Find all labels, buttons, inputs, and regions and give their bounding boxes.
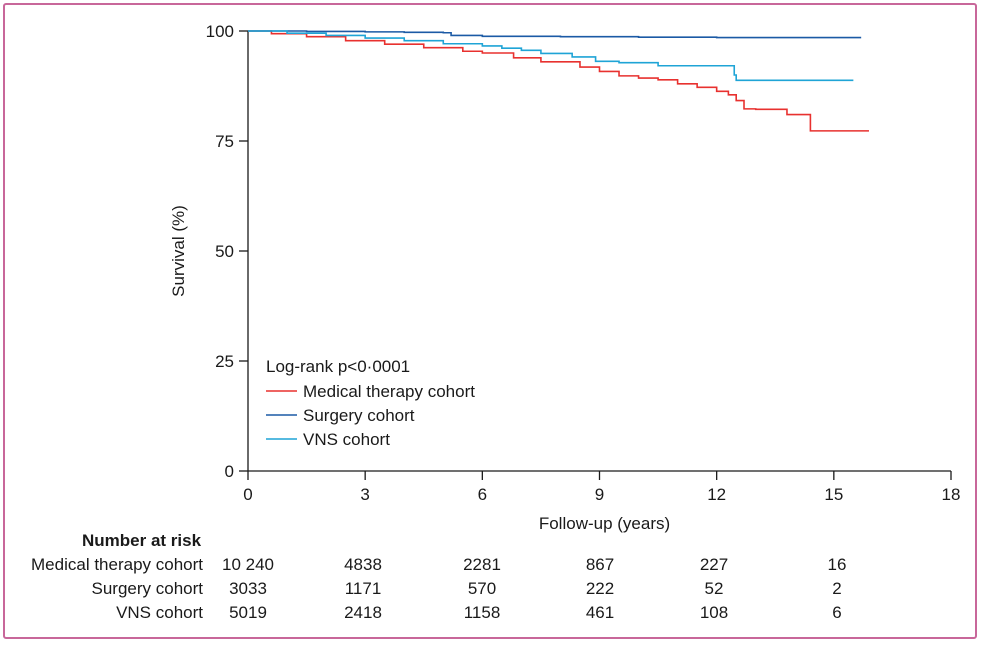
x-tick-label: 6 [478,485,487,504]
risk-value: 227 [700,555,728,574]
legend-label-2: Surgery cohort [303,406,415,425]
risk-value: 570 [468,579,496,598]
risk-table: Number at risk Medical therapy cohort 10 2… [31,531,846,622]
risk-row-label: Surgery cohort [92,579,204,598]
x-tick-label: 9 [595,485,604,504]
y-tick-label: 0 [225,462,234,481]
y-tick-label: 50 [215,242,234,261]
series-line-1 [248,30,869,132]
risk-value: 3033 [229,579,267,598]
risk-value: 1171 [345,579,382,598]
risk-value: 10 240 [222,555,274,574]
y-tick-label: 25 [215,352,234,371]
x-axis-title: Follow-up (years) [539,514,670,533]
risk-value: 52 [705,579,724,598]
x-tick-label: 18 [942,485,961,504]
figure-frame [3,3,977,639]
y-tick-label: 75 [215,132,234,151]
risk-value: 2281 [463,555,501,574]
risk-value: 4838 [344,555,382,574]
y-axis-title: Survival (%) [169,205,188,297]
risk-row-label: Medical therapy cohort [31,555,203,574]
x-tick-label: 12 [707,485,726,504]
risk-value: 108 [700,603,728,622]
y-tick-label: 100 [206,22,234,41]
risk-row-label: VNS cohort [116,603,203,622]
legend: Log-rank p<0·0001 Medical therapy cohort S… [266,357,475,449]
risk-value: 5019 [229,603,267,622]
legend-label-3: VNS cohort [303,430,390,449]
risk-value: 2 [832,579,841,598]
x-tick-label: 0 [243,485,252,504]
risk-table-title: Number at risk [82,531,202,550]
risk-value: 6 [832,603,841,622]
risk-value: 461 [586,603,614,622]
risk-value: 16 [828,555,847,574]
x-tick-label: 15 [824,485,843,504]
series-lines [248,30,869,132]
series-line-2 [248,30,862,39]
axes: 0 25 50 75 100 0 3 6 9 12 15 18 Follow-up (years) Sur… [169,22,960,533]
risk-value: 867 [586,555,614,574]
logrank-annotation: Log-rank p<0·0001 [266,357,410,376]
series-line-3 [248,30,854,82]
risk-value: 1158 [464,603,501,622]
risk-value: 2418 [344,603,382,622]
x-tick-label: 3 [360,485,369,504]
legend-label-1: Medical therapy cohort [303,382,475,401]
risk-value: 222 [586,579,614,598]
